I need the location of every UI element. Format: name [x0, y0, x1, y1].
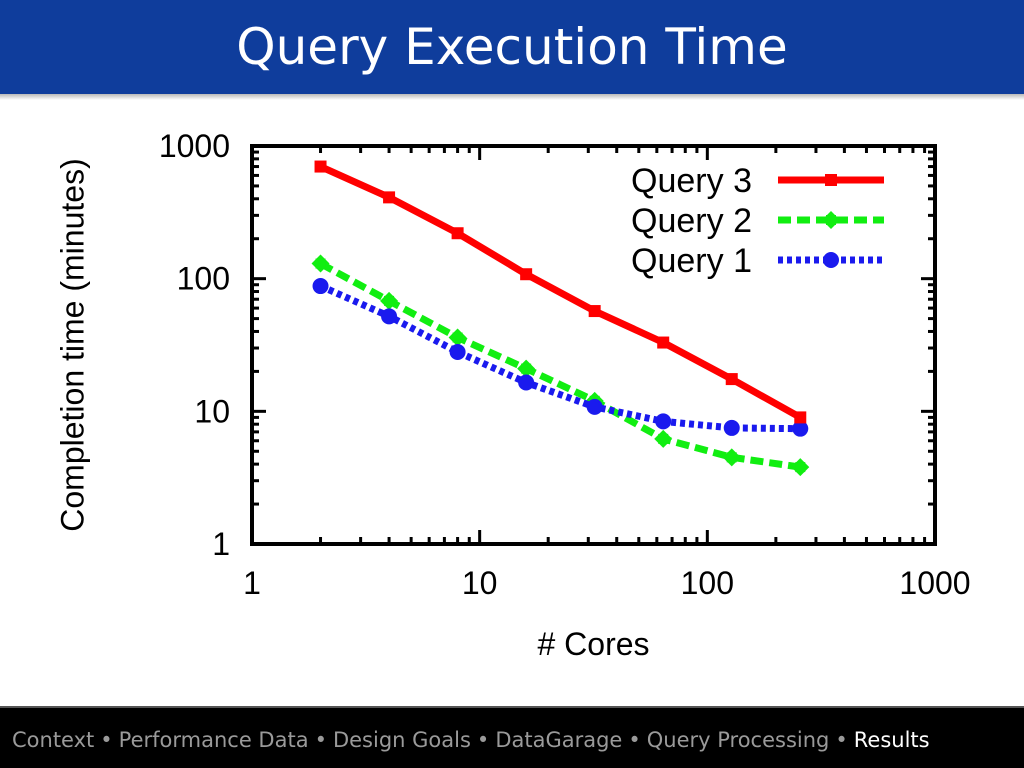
data-point: [792, 420, 809, 437]
data-point: [723, 419, 740, 436]
nav-item-query-processing[interactable]: Query Processing: [646, 728, 830, 752]
y-tick-label: 1: [212, 526, 230, 562]
nav-item-design-goals[interactable]: Design Goals: [332, 728, 471, 752]
legend-marker: [825, 174, 837, 186]
y-tick-label: 100: [177, 261, 230, 297]
nav-item-context[interactable]: Context: [12, 728, 95, 752]
x-tick-label: 10: [462, 565, 498, 601]
data-point: [795, 462, 806, 473]
series-query-2: [311, 254, 810, 477]
data-point: [452, 332, 463, 343]
data-point: [657, 336, 670, 349]
y-axis-label: Completion time (minutes): [54, 158, 90, 531]
section-breadcrumb: Context • Performance Data • Design Goals • Da…: [12, 728, 930, 752]
data-point: [518, 374, 535, 391]
series-query-1: [312, 278, 809, 437]
data-point: [381, 308, 398, 325]
data-point: [451, 227, 464, 240]
y-tick-label: 1000: [159, 128, 230, 164]
nav-item-current[interactable]: Results: [853, 728, 930, 752]
series-query-3: [314, 160, 807, 424]
data-point: [383, 191, 396, 204]
x-axis-label: # Cores: [537, 626, 649, 662]
data-point: [794, 411, 807, 424]
x-tick-label: 1000: [899, 565, 970, 601]
legend-label: Query 1: [631, 242, 752, 280]
legend-label: Query 3: [631, 162, 752, 200]
plot-frame: [250, 144, 937, 546]
data-point: [725, 373, 738, 386]
footer-nav-bar: Context • Performance Data • Design Goals • Da…: [0, 706, 1024, 768]
data-point: [312, 278, 329, 295]
nav-item-datagarage[interactable]: DataGarage: [495, 728, 623, 752]
series-lines: [311, 160, 810, 477]
nav-item-performance-data[interactable]: Performance Data: [118, 728, 309, 752]
data-point: [314, 160, 327, 173]
data-point: [315, 258, 326, 269]
series-line: [319, 282, 801, 433]
series-line: [318, 260, 801, 471]
data-point: [521, 363, 532, 374]
tick-marks: [250, 146, 935, 546]
legend-label: Query 2: [631, 202, 752, 240]
legend-marker: [826, 215, 836, 225]
data-point: [520, 268, 533, 281]
series-line: [319, 163, 803, 421]
data-point: [449, 344, 466, 361]
data-point: [658, 433, 669, 444]
x-tick-label: 100: [681, 565, 734, 601]
nav-separator: •: [476, 728, 490, 752]
slide-title: Query Execution Time: [236, 18, 788, 76]
nav-separator: •: [628, 728, 641, 752]
data-point: [586, 398, 603, 415]
axis-tick-labels: 1 10 100 1000 1 10 100 1000: [159, 128, 971, 601]
data-point: [726, 452, 737, 463]
data-point: [384, 295, 395, 306]
title-bar: Query Execution Time: [0, 0, 1024, 94]
line-chart: 1 10 100 1000 1 10 100 1000 # Cores Completion …: [54, 128, 971, 662]
data-point: [655, 413, 672, 430]
y-tick-label: 10: [194, 393, 230, 429]
title-shadow: [0, 94, 1024, 100]
x-tick-label: 1: [243, 565, 261, 601]
nav-separator: •: [835, 728, 848, 752]
data-point: [588, 305, 601, 318]
legend-marker: [823, 252, 839, 268]
nav-separator: •: [100, 728, 113, 752]
nav-separator: •: [314, 728, 327, 752]
